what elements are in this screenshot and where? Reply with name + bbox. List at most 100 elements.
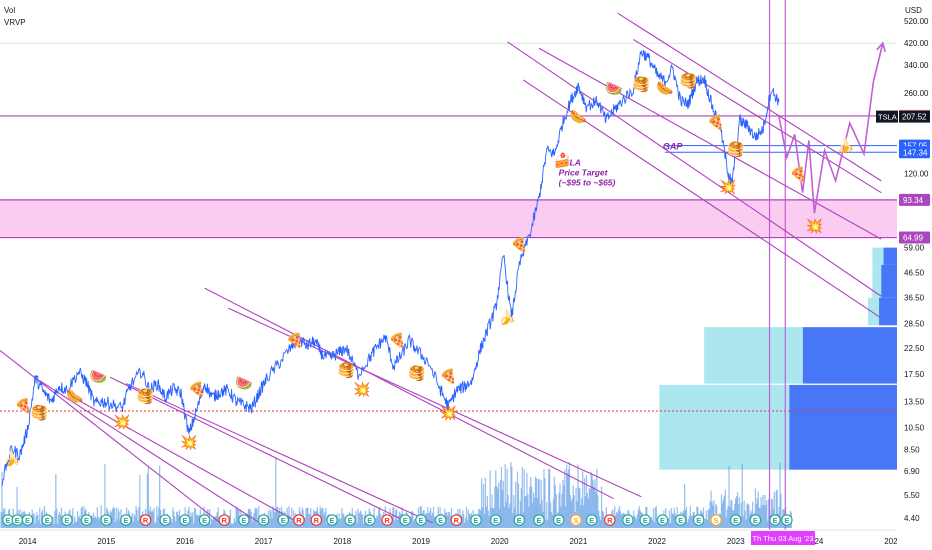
event-marker-41[interactable] [749, 514, 762, 526]
y-tick-8.50: 8.50 [904, 445, 920, 454]
volume-bar [429, 511, 431, 528]
marker-12: 💥 [353, 381, 370, 398]
y-tick-46.50: 46.50 [904, 268, 925, 277]
event-marker-7[interactable] [120, 514, 132, 526]
event-marker-34[interactable] [622, 514, 634, 526]
volume-bar [341, 508, 343, 528]
event-marker-43[interactable] [781, 514, 793, 526]
marker-16: 💥 [440, 404, 457, 421]
volume-bar [721, 503, 724, 528]
event-marker-13[interactable] [238, 514, 250, 526]
volume-bar [169, 520, 171, 528]
volume-bar [443, 522, 445, 528]
volume-bar [234, 521, 236, 528]
y-tick-6.90: 6.90 [904, 467, 920, 476]
volume-bar [193, 523, 195, 528]
event-marker-15[interactable] [277, 514, 290, 526]
event-marker-28[interactable] [513, 514, 526, 526]
volume-bar [534, 476, 537, 528]
volume-bar [512, 513, 514, 528]
event-marker-37[interactable] [674, 514, 687, 526]
event-label-4: E [64, 516, 69, 525]
event-marker-22[interactable] [399, 514, 412, 526]
event-marker-35[interactable] [639, 514, 652, 526]
level-badge-label-2: 147.34 [903, 148, 928, 157]
volume-bar [250, 512, 252, 528]
event-marker-27[interactable] [489, 514, 502, 526]
volume-bar [74, 516, 76, 528]
volume-bar [636, 514, 639, 528]
event-marker-32[interactable] [585, 514, 598, 526]
event-marker-30[interactable] [552, 514, 565, 526]
event-marker-33[interactable] [604, 514, 616, 526]
event-marker-5[interactable] [80, 514, 93, 526]
volume-bar [653, 522, 656, 528]
volume-bar [114, 521, 116, 528]
volume-bar [480, 478, 483, 528]
volume-bar [214, 516, 217, 528]
event-marker-31[interactable] [570, 514, 582, 526]
volume-bar [773, 491, 776, 528]
indicator-vol[interactable]: Vol [4, 6, 16, 15]
event-marker-20[interactable] [364, 514, 376, 526]
volume-bar [433, 516, 436, 528]
volume-bar [582, 471, 584, 528]
event-marker-17[interactable] [310, 514, 323, 526]
indicator-vrvp[interactable]: VRVP [4, 18, 26, 27]
volume-bar [51, 519, 53, 528]
volume-bar [594, 478, 596, 528]
volume-bar [599, 516, 601, 528]
volume-bar [744, 510, 746, 528]
event-marker-40[interactable] [729, 514, 742, 526]
projection-arrowhead [876, 41, 886, 53]
volume-bar [633, 510, 635, 528]
event-marker-9[interactable] [159, 514, 172, 526]
volume-bar [562, 479, 564, 528]
event-marker-42[interactable] [769, 514, 781, 526]
event-marker-11[interactable] [198, 514, 211, 526]
event-marker-12[interactable] [218, 514, 231, 526]
event-marker-24[interactable] [434, 514, 447, 526]
event-marker-10[interactable] [179, 514, 191, 526]
volume-bar [256, 508, 258, 528]
event-marker-29[interactable] [533, 514, 545, 526]
volume-bar [520, 488, 522, 528]
event-marker-4[interactable] [61, 514, 73, 526]
marker-29: 💥 [806, 218, 823, 235]
volume-bar [592, 480, 594, 528]
event-marker-19[interactable] [344, 514, 356, 526]
channel-line-9 [538, 47, 882, 240]
event-label-11: E [202, 516, 207, 525]
volume-bar [763, 505, 765, 528]
event-marker-39[interactable] [710, 514, 722, 526]
event-marker-14[interactable] [257, 514, 270, 526]
event-label-20: E [367, 516, 372, 525]
volume-bar [321, 507, 323, 528]
event-marker-3[interactable] [41, 514, 54, 526]
volume-bar [491, 494, 493, 528]
volume-bar [347, 523, 350, 528]
event-marker-2[interactable] [21, 514, 34, 526]
event-marker-18[interactable] [326, 514, 338, 526]
level-badge-3 [899, 193, 930, 206]
event-marker-8[interactable] [139, 514, 152, 526]
currency-label: USD [905, 6, 922, 15]
event-marker-38[interactable] [692, 514, 705, 526]
marker-4: 🍉 [90, 368, 107, 384]
volume-bar [290, 521, 292, 528]
volume-bar [376, 515, 378, 528]
volume-bar [97, 516, 99, 528]
event-marker-23[interactable] [415, 514, 427, 526]
event-marker-26[interactable] [470, 514, 482, 526]
event-marker-21[interactable] [381, 514, 393, 526]
event-marker-16[interactable] [293, 514, 305, 526]
event-marker-36[interactable] [656, 514, 669, 526]
event-marker-25[interactable] [450, 514, 463, 526]
event-marker-6[interactable] [100, 514, 113, 526]
volume-bar [430, 507, 432, 528]
volume-bar [270, 511, 272, 528]
marker-23: 🌭 [656, 80, 673, 96]
volume-bar [307, 508, 309, 528]
volume-bar [564, 469, 566, 528]
